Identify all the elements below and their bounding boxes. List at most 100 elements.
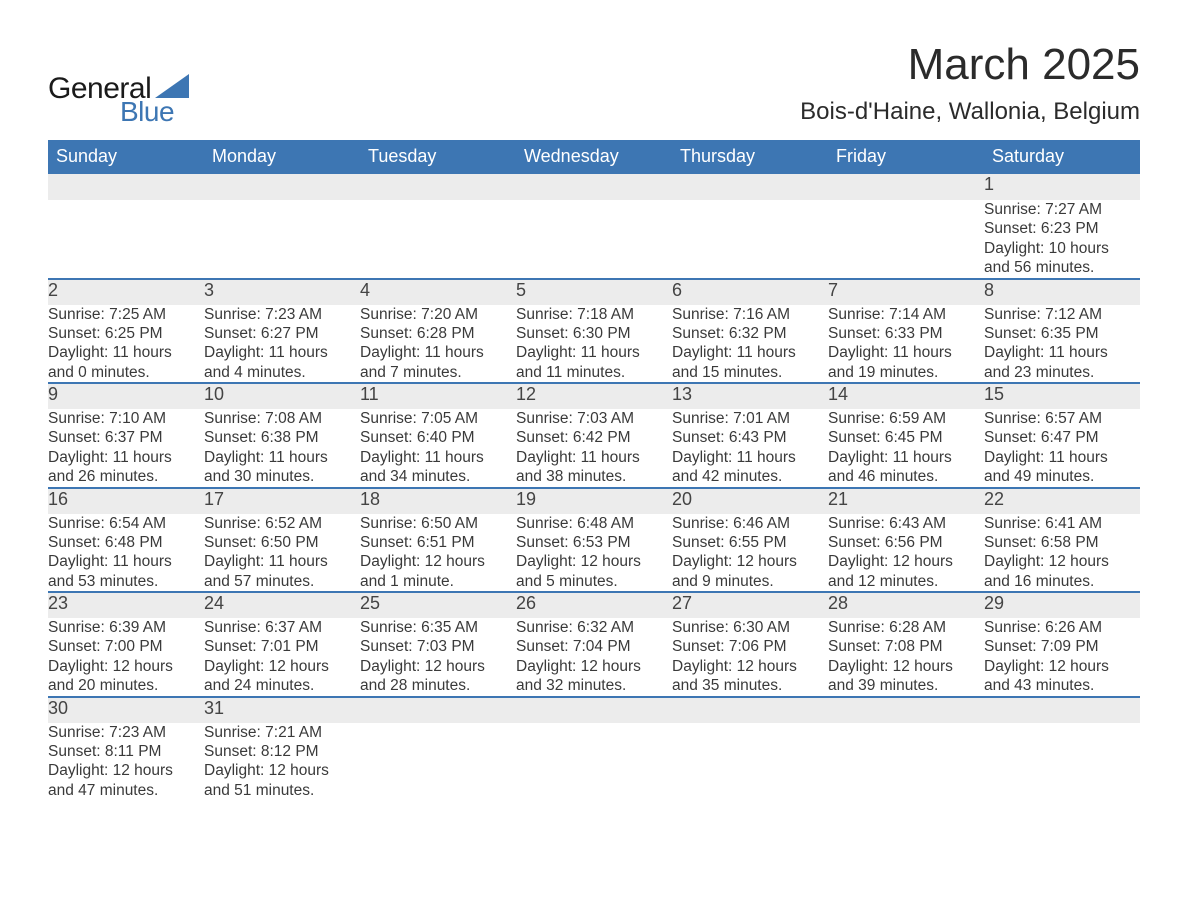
day-d1: Daylight: 12 hours: [516, 552, 672, 571]
day-ss: Sunset: 6:30 PM: [516, 324, 672, 343]
day-detail-cell: Sunrise: 6:48 AMSunset: 6:53 PMDaylight:…: [516, 514, 672, 593]
day-ss: Sunset: 6:33 PM: [828, 324, 984, 343]
day-number: 8: [984, 280, 994, 300]
day-d1: Daylight: 11 hours: [516, 343, 672, 362]
day-sr: Sunrise: 6:57 AM: [984, 409, 1140, 428]
day-sr: Sunrise: 7:18 AM: [516, 305, 672, 324]
day-d1: Daylight: 10 hours: [984, 239, 1140, 258]
day-sr: Sunrise: 7:10 AM: [48, 409, 204, 428]
day-number-cell: 23: [48, 592, 204, 618]
logo-text-blue: Blue: [120, 98, 189, 126]
day-sr: Sunrise: 7:27 AM: [984, 200, 1140, 219]
day-number-cell: 9: [48, 383, 204, 409]
day-number: 1: [984, 174, 994, 194]
day-number-cell: [984, 697, 1140, 723]
day-number: 15: [984, 384, 1004, 404]
day-number-cell: 31: [204, 697, 360, 723]
day-d2: and 4 minutes.: [204, 363, 360, 382]
day-d1: Daylight: 12 hours: [984, 552, 1140, 571]
week-detail-row: Sunrise: 7:27 AMSunset: 6:23 PMDaylight:…: [48, 200, 1140, 279]
day-sr: Sunrise: 6:37 AM: [204, 618, 360, 637]
day-detail-cell: [516, 200, 672, 279]
day-number-cell: [360, 697, 516, 723]
week-daynum-row: 2345678: [48, 279, 1140, 305]
page-header: General Blue March 2025 Bois-d'Haine, Wa…: [48, 40, 1140, 126]
day-d2: and 34 minutes.: [360, 467, 516, 486]
day-detail-cell: Sunrise: 6:30 AMSunset: 7:06 PMDaylight:…: [672, 618, 828, 697]
day-detail-cell: Sunrise: 7:20 AMSunset: 6:28 PMDaylight:…: [360, 305, 516, 384]
day-detail-cell: Sunrise: 6:52 AMSunset: 6:50 PMDaylight:…: [204, 514, 360, 593]
day-d2: and 43 minutes.: [984, 676, 1140, 695]
day-header: Monday: [204, 140, 360, 174]
day-number-cell: 19: [516, 488, 672, 514]
day-sr: Sunrise: 6:32 AM: [516, 618, 672, 637]
day-number: 31: [204, 698, 224, 718]
day-number: 7: [828, 280, 838, 300]
day-d2: and 51 minutes.: [204, 781, 360, 800]
page-subtitle: Bois-d'Haine, Wallonia, Belgium: [800, 98, 1140, 126]
day-header: Friday: [828, 140, 984, 174]
day-sr: Sunrise: 7:20 AM: [360, 305, 516, 324]
day-sr: Sunrise: 7:25 AM: [48, 305, 204, 324]
day-number: 12: [516, 384, 536, 404]
day-number-cell: 18: [360, 488, 516, 514]
day-detail-cell: [360, 200, 516, 279]
day-detail-cell: Sunrise: 6:59 AMSunset: 6:45 PMDaylight:…: [828, 409, 984, 488]
day-detail-cell: Sunrise: 7:08 AMSunset: 6:38 PMDaylight:…: [204, 409, 360, 488]
week-daynum-row: 3031: [48, 697, 1140, 723]
day-detail-cell: Sunrise: 7:23 AMSunset: 8:11 PMDaylight:…: [48, 723, 204, 801]
day-d2: and 26 minutes.: [48, 467, 204, 486]
day-ss: Sunset: 6:58 PM: [984, 533, 1140, 552]
day-d1: Daylight: 11 hours: [672, 343, 828, 362]
day-d1: Daylight: 11 hours: [828, 343, 984, 362]
day-d2: and 7 minutes.: [360, 363, 516, 382]
day-d2: and 38 minutes.: [516, 467, 672, 486]
week-daynum-row: 1: [48, 174, 1140, 200]
day-number-cell: 27: [672, 592, 828, 618]
day-number-cell: [828, 697, 984, 723]
day-sr: Sunrise: 6:35 AM: [360, 618, 516, 637]
day-sr: Sunrise: 6:43 AM: [828, 514, 984, 533]
day-ss: Sunset: 6:37 PM: [48, 428, 204, 447]
day-header: Thursday: [672, 140, 828, 174]
day-ss: Sunset: 7:01 PM: [204, 637, 360, 656]
day-sr: Sunrise: 6:46 AM: [672, 514, 828, 533]
week-detail-row: Sunrise: 7:25 AMSunset: 6:25 PMDaylight:…: [48, 305, 1140, 384]
day-sr: Sunrise: 7:23 AM: [48, 723, 204, 742]
day-detail-cell: Sunrise: 6:46 AMSunset: 6:55 PMDaylight:…: [672, 514, 828, 593]
day-number-cell: 15: [984, 383, 1140, 409]
week-daynum-row: 16171819202122: [48, 488, 1140, 514]
day-d1: Daylight: 11 hours: [984, 343, 1140, 362]
day-detail-cell: Sunrise: 6:57 AMSunset: 6:47 PMDaylight:…: [984, 409, 1140, 488]
week-detail-row: Sunrise: 7:10 AMSunset: 6:37 PM Daylight:…: [48, 409, 1140, 488]
day-detail-cell: [360, 723, 516, 801]
week-detail-row: Sunrise: 7:23 AMSunset: 8:11 PMDaylight:…: [48, 723, 1140, 801]
day-detail-cell: Sunrise: 6:26 AMSunset: 7:09 PMDaylight:…: [984, 618, 1140, 697]
day-d1: Daylight: 12 hours: [828, 657, 984, 676]
day-number: 13: [672, 384, 692, 404]
day-number-cell: [516, 697, 672, 723]
day-ss: Sunset: 6:23 PM: [984, 219, 1140, 238]
day-ss: Sunset: 6:25 PM: [48, 324, 204, 343]
day-d1: Daylight: 11 hours: [48, 343, 204, 362]
day-number-cell: [360, 174, 516, 200]
day-number-cell: 14: [828, 383, 984, 409]
day-detail-cell: Sunrise: 6:37 AMSunset: 7:01 PMDaylight:…: [204, 618, 360, 697]
day-ss: Sunset: 7:08 PM: [828, 637, 984, 656]
day-d1: Daylight: 11 hours: [984, 448, 1140, 467]
day-d1: Daylight: 12 hours: [984, 657, 1140, 676]
day-number-cell: 29: [984, 592, 1140, 618]
day-d2: and 5 minutes.: [516, 572, 672, 591]
day-detail-cell: [828, 200, 984, 279]
day-detail-cell: [984, 723, 1140, 801]
day-ss: Sunset: 7:09 PM: [984, 637, 1140, 656]
day-number-cell: 7: [828, 279, 984, 305]
day-number: 28: [828, 593, 848, 613]
day-ss: Sunset: 6:38 PM: [204, 428, 360, 447]
day-detail-cell: Sunrise: 7:27 AMSunset: 6:23 PMDaylight:…: [984, 200, 1140, 279]
day-ss: Sunset: 6:56 PM: [828, 533, 984, 552]
day-d1: Daylight: 12 hours: [48, 657, 204, 676]
day-number-cell: 20: [672, 488, 828, 514]
day-number-cell: [672, 697, 828, 723]
day-number: 18: [360, 489, 380, 509]
